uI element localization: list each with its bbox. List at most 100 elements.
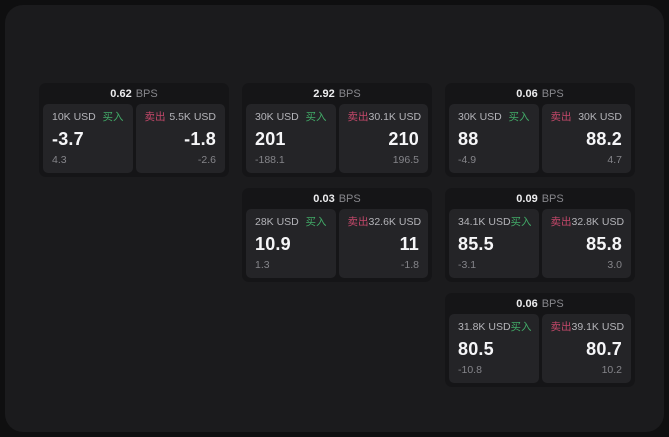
sell-amount-label: 32.6K USD bbox=[368, 216, 422, 228]
sell-sub-value: 10.2 bbox=[601, 364, 622, 376]
sell-price-value: 11 bbox=[399, 234, 419, 254]
quote-tiles: 31.8K USD 买入 80.5 -10.8 卖出 39.1K USD 80.… bbox=[449, 314, 631, 383]
card-header: 0.09 BPS bbox=[449, 188, 631, 209]
buy-sub-value: -188.1 bbox=[255, 154, 285, 166]
buy-tile-header: 30K USD 买入 bbox=[255, 111, 327, 124]
sell-sub-value: -2.6 bbox=[197, 154, 216, 166]
buy-amount-label: 28K USD bbox=[255, 216, 299, 228]
sell-tile[interactable]: 卖出 30.1K USD 210 196.5 bbox=[338, 104, 428, 173]
buy-price-value: 80.5 bbox=[458, 339, 494, 359]
buy-sub-value: -10.8 bbox=[458, 364, 482, 376]
sell-tile-header: 卖出 39.1K USD bbox=[550, 321, 625, 334]
sell-price-value: 80.7 bbox=[586, 339, 622, 359]
sell-tile[interactable]: 卖出 32.6K USD 11 -1.8 bbox=[338, 209, 428, 278]
buy-price-value: 88 bbox=[458, 129, 479, 149]
card-header: 0.06 BPS bbox=[449, 293, 631, 314]
buy-tile[interactable]: 31.8K USD 买入 80.5 -10.8 bbox=[449, 314, 539, 383]
bps-value: 0.09 bbox=[516, 192, 538, 205]
buy-sub-value: 4.3 bbox=[52, 154, 67, 166]
bps-unit-label: BPS bbox=[541, 87, 564, 100]
buy-amount-label: 31.8K USD bbox=[458, 321, 511, 333]
bps-unit-label: BPS bbox=[541, 192, 564, 205]
bps-card: 0.06 BPS 30K USD 买入 88 -4.9 卖出 30K USD 8… bbox=[445, 83, 635, 177]
sell-tile[interactable]: 卖出 30K USD 88.2 4.7 bbox=[541, 104, 631, 173]
card-header: 0.06 BPS bbox=[449, 83, 631, 104]
bps-value: 0.06 bbox=[516, 87, 538, 100]
buy-tile[interactable]: 34.1K USD 买入 85.5 -3.1 bbox=[449, 209, 539, 278]
buy-price-value: -3.7 bbox=[52, 129, 84, 149]
buy-badge: 买入 bbox=[102, 111, 124, 123]
bps-value: 2.92 bbox=[313, 87, 335, 100]
sell-badge: 卖出 bbox=[347, 111, 369, 123]
bps-value: 0.62 bbox=[110, 87, 132, 100]
cards-grid: 0.62 BPS 10K USD 买入 -3.7 4.3 卖出 5.5K USD… bbox=[39, 83, 635, 387]
bps-card: 0.06 BPS 31.8K USD 买入 80.5 -10.8 卖出 39.1… bbox=[445, 293, 635, 387]
sell-badge: 卖出 bbox=[550, 321, 572, 333]
sell-amount-label: 30K USD bbox=[578, 111, 622, 123]
buy-amount-label: 30K USD bbox=[255, 111, 299, 123]
buy-amount-label: 10K USD bbox=[52, 111, 96, 123]
sell-tile-header: 卖出 32.6K USD bbox=[347, 216, 422, 229]
buy-sub-value: 1.3 bbox=[255, 259, 270, 271]
sell-sub-value: 4.7 bbox=[607, 154, 622, 166]
bps-card: 0.09 BPS 34.1K USD 买入 85.5 -3.1 卖出 32.8K… bbox=[445, 188, 635, 282]
sell-sub-value: 196.5 bbox=[392, 154, 419, 166]
buy-sub-value: -4.9 bbox=[458, 154, 477, 166]
buy-tile[interactable]: 30K USD 买入 201 -188.1 bbox=[246, 104, 336, 173]
bps-value: 0.03 bbox=[313, 192, 335, 205]
quote-tiles: 30K USD 买入 201 -188.1 卖出 30.1K USD 210 1… bbox=[246, 104, 428, 173]
quote-tiles: 10K USD 买入 -3.7 4.3 卖出 5.5K USD -1.8 -2.… bbox=[43, 104, 225, 173]
card-header: 2.92 BPS bbox=[246, 83, 428, 104]
buy-badge: 买入 bbox=[510, 216, 532, 228]
quote-tiles: 30K USD 买入 88 -4.9 卖出 30K USD 88.2 4.7 bbox=[449, 104, 631, 173]
sell-amount-label: 32.8K USD bbox=[571, 216, 625, 228]
sell-tile-header: 卖出 30.1K USD bbox=[347, 111, 422, 124]
bps-unit-label: BPS bbox=[338, 87, 361, 100]
sell-badge: 卖出 bbox=[144, 111, 166, 123]
buy-amount-label: 30K USD bbox=[458, 111, 502, 123]
sell-tile[interactable]: 卖出 32.8K USD 85.8 3.0 bbox=[541, 209, 631, 278]
card-header: 0.62 BPS bbox=[43, 83, 225, 104]
bps-card: 0.62 BPS 10K USD 买入 -3.7 4.3 卖出 5.5K USD… bbox=[39, 83, 229, 177]
buy-tile-header: 31.8K USD 买入 bbox=[458, 321, 532, 334]
buy-tile[interactable]: 28K USD 买入 10.9 1.3 bbox=[246, 209, 336, 278]
sell-tile[interactable]: 卖出 5.5K USD -1.8 -2.6 bbox=[135, 104, 225, 173]
quote-tiles: 28K USD 买入 10.9 1.3 卖出 32.6K USD 11 -1.8 bbox=[246, 209, 428, 278]
sell-tile-header: 卖出 30K USD bbox=[551, 111, 623, 124]
buy-tile-header: 10K USD 买入 bbox=[52, 111, 124, 124]
sell-tile-header: 卖出 5.5K USD bbox=[145, 111, 217, 124]
bps-unit-label: BPS bbox=[541, 297, 564, 310]
sell-price-value: 210 bbox=[388, 129, 419, 149]
buy-price-value: 201 bbox=[255, 129, 286, 149]
sell-price-value: 88.2 bbox=[586, 129, 622, 149]
sell-sub-value: 3.0 bbox=[607, 259, 622, 271]
buy-badge: 买入 bbox=[508, 111, 530, 123]
buy-badge: 买入 bbox=[305, 216, 327, 228]
quote-tiles: 34.1K USD 买入 85.5 -3.1 卖出 32.8K USD 85.8… bbox=[449, 209, 631, 278]
buy-price-value: 85.5 bbox=[458, 234, 494, 254]
sell-amount-label: 39.1K USD bbox=[571, 321, 625, 333]
sell-badge: 卖出 bbox=[550, 111, 572, 123]
buy-badge: 买入 bbox=[305, 111, 327, 123]
main-panel: 0.62 BPS 10K USD 买入 -3.7 4.3 卖出 5.5K USD… bbox=[5, 5, 664, 432]
sell-amount-label: 30.1K USD bbox=[368, 111, 422, 123]
buy-badge: 买入 bbox=[510, 321, 532, 333]
sell-sub-value: -1.8 bbox=[400, 259, 419, 271]
buy-tile-header: 30K USD 买入 bbox=[458, 111, 530, 124]
sell-badge: 卖出 bbox=[550, 216, 572, 228]
buy-amount-label: 34.1K USD bbox=[458, 216, 511, 228]
bps-unit-label: BPS bbox=[135, 87, 158, 100]
buy-tile[interactable]: 10K USD 买入 -3.7 4.3 bbox=[43, 104, 133, 173]
card-header: 0.03 BPS bbox=[246, 188, 428, 209]
sell-tile[interactable]: 卖出 39.1K USD 80.7 10.2 bbox=[541, 314, 631, 383]
bps-card: 0.03 BPS 28K USD 买入 10.9 1.3 卖出 32.6K US… bbox=[242, 188, 432, 282]
bps-unit-label: BPS bbox=[338, 192, 361, 205]
sell-badge: 卖出 bbox=[347, 216, 369, 228]
sell-price-value: 85.8 bbox=[586, 234, 622, 254]
buy-tile[interactable]: 30K USD 买入 88 -4.9 bbox=[449, 104, 539, 173]
buy-price-value: 10.9 bbox=[255, 234, 291, 254]
sell-tile-header: 卖出 32.8K USD bbox=[550, 216, 625, 229]
bps-value: 0.06 bbox=[516, 297, 538, 310]
buy-tile-header: 28K USD 买入 bbox=[255, 216, 327, 229]
